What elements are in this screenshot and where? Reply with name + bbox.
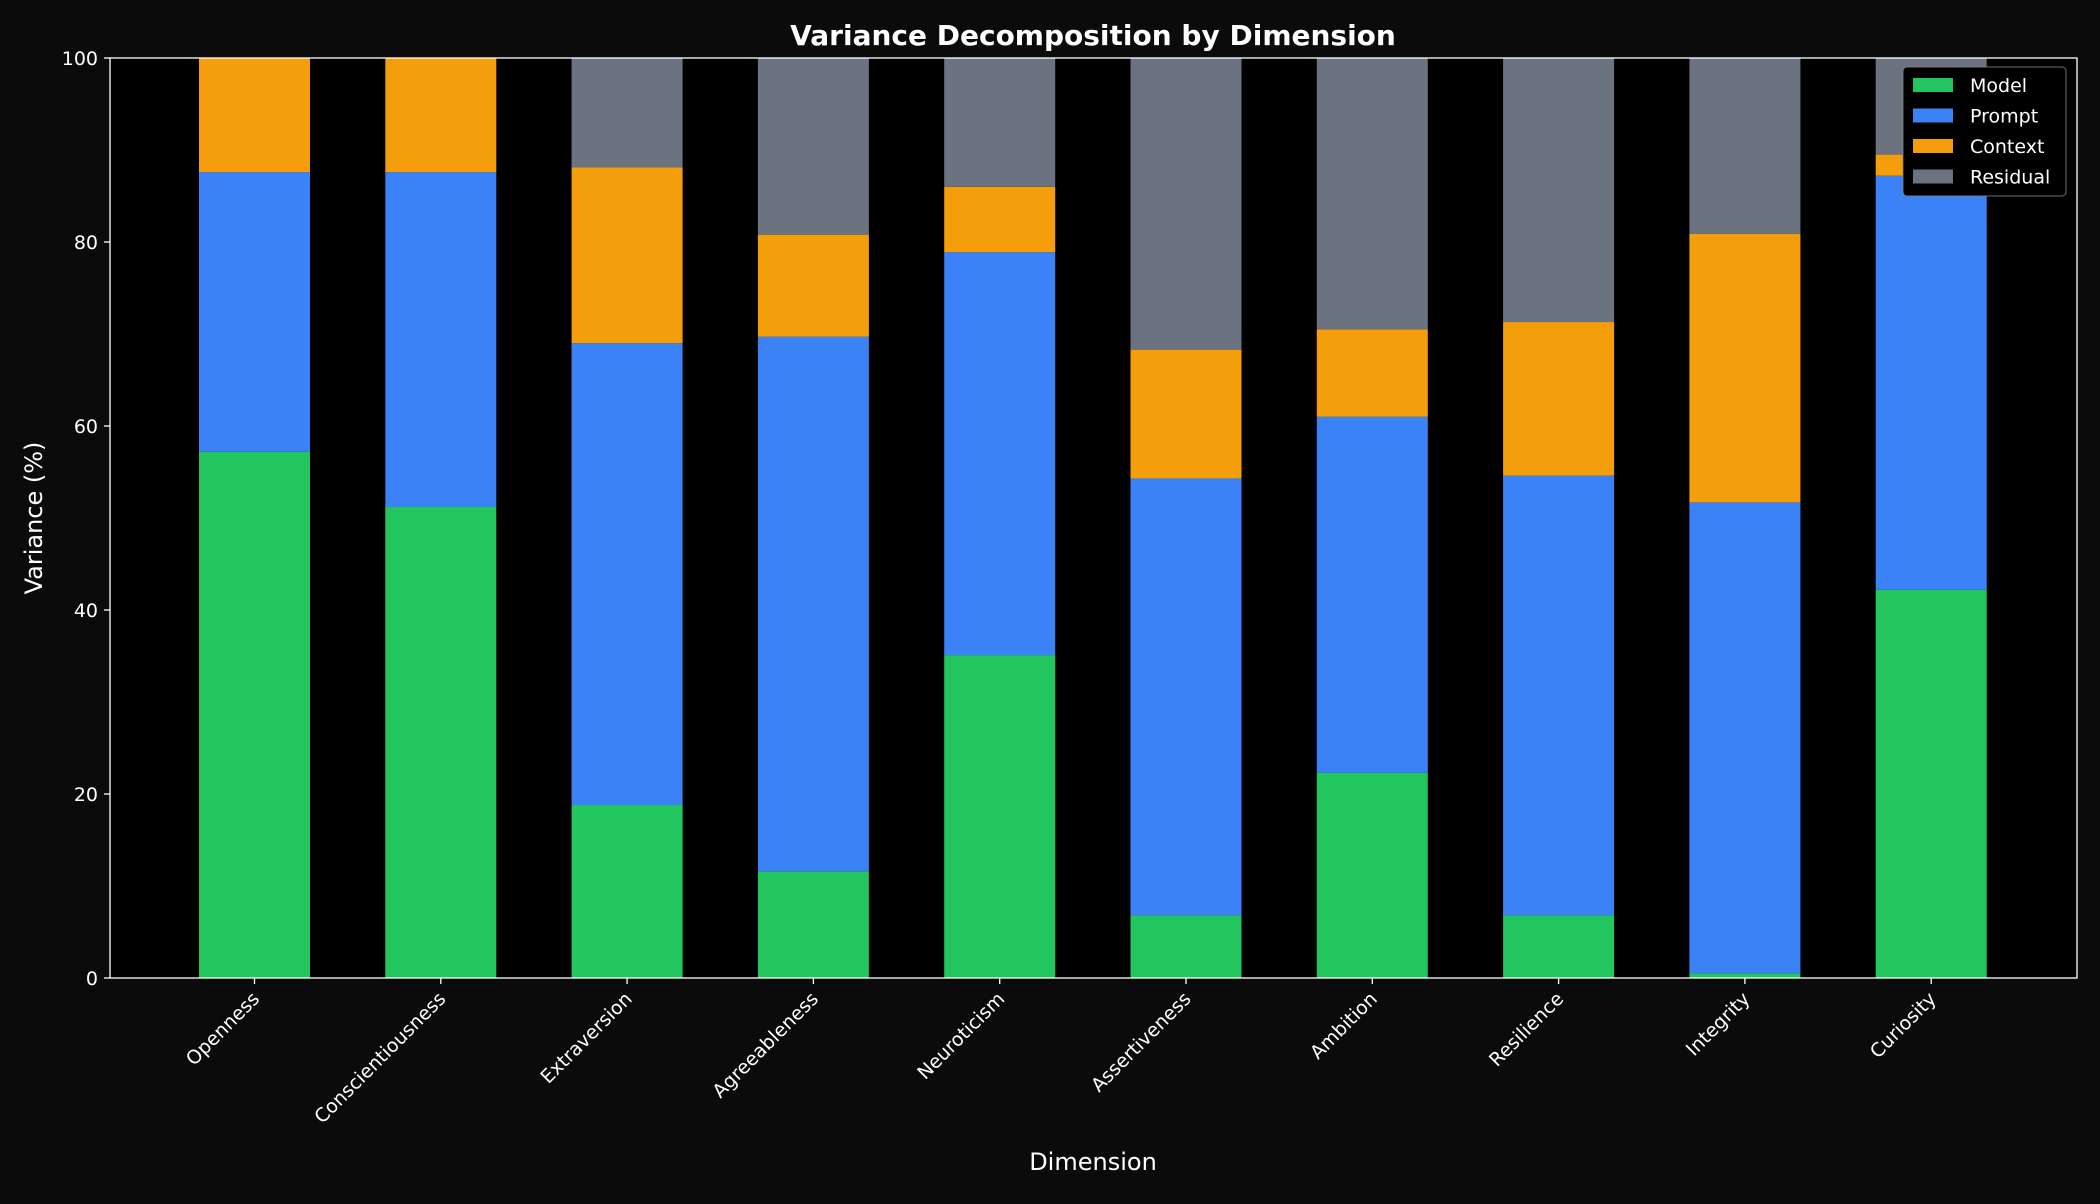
legend-swatch-context	[1913, 139, 1953, 153]
bar-prompt-integrity	[1689, 502, 1801, 974]
bar-prompt-assertiveness	[1130, 478, 1242, 916]
y-tick-label: 80	[74, 232, 98, 254]
y-tick-label: 20	[74, 784, 98, 806]
bar-residual-assertiveness	[1130, 58, 1242, 350]
bar-model-curiosity	[1875, 589, 1987, 978]
bar-context-resilience	[1503, 322, 1615, 476]
bar-residual-agreeableness	[757, 58, 869, 235]
legend: Model Prompt Context Residual	[1902, 66, 2067, 197]
bar-prompt-openness	[199, 172, 310, 452]
plot-frame	[109, 57, 2078, 979]
bar-model-ambition	[1316, 772, 1428, 978]
bar-residual-ambition	[1316, 58, 1428, 330]
bar-context-ambition	[1316, 329, 1428, 417]
bar-residual-resilience	[1503, 58, 1615, 323]
bar-residual-integrity	[1689, 58, 1801, 234]
x-axis-label: Dimension	[1029, 1148, 1157, 1176]
y-axis: 0 20 40 60 80 100	[62, 48, 110, 990]
bar-model-neuroticism	[944, 655, 1056, 978]
bar-model-extraversion	[571, 805, 683, 978]
chart-title: Variance Decomposition by Dimension	[790, 19, 1396, 52]
bar-residual-extraversion	[571, 58, 683, 168]
bar-model-assertiveness	[1130, 915, 1242, 978]
bar-prompt-ambition	[1316, 416, 1428, 773]
bar-model-openness	[199, 451, 310, 978]
bar-prompt-agreeableness	[757, 336, 869, 872]
bar-prompt-resilience	[1503, 475, 1615, 916]
bar-model-integrity	[1689, 973, 1801, 978]
bar-context-neuroticism	[944, 186, 1056, 253]
bar-prompt-neuroticism	[944, 252, 1056, 656]
bar-model-conscientiousness	[385, 506, 497, 978]
legend-box	[1902, 66, 2067, 197]
y-tick-label: 60	[74, 416, 98, 438]
legend-label-prompt: Prompt	[1970, 106, 2038, 128]
legend-swatch-prompt	[1913, 108, 1953, 123]
bar-residual-neuroticism	[944, 58, 1056, 187]
bar-prompt-conscientiousness	[385, 172, 497, 507]
bar-model-agreeableness	[757, 871, 869, 978]
bar-context-conscientiousness	[385, 58, 497, 173]
bar-model-resilience	[1503, 915, 1615, 978]
bar-context-agreeableness	[757, 234, 869, 337]
bars-layer	[199, 58, 1987, 978]
y-axis-label: Variance (%)	[20, 442, 48, 595]
y-tick-label: 100	[62, 48, 98, 70]
bar-context-openness	[199, 58, 310, 173]
legend-label-model: Model	[1970, 75, 2027, 97]
legend-label-context: Context	[1970, 136, 2044, 158]
y-tick-label: 40	[74, 600, 98, 622]
bar-context-extraversion	[571, 167, 683, 344]
bar-prompt-curiosity	[1875, 175, 1987, 590]
legend-swatch-model	[1913, 78, 1953, 92]
bar-prompt-extraversion	[571, 343, 683, 806]
legend-label-residual: Residual	[1970, 167, 2050, 189]
y-tick-label: 0	[86, 968, 98, 990]
bar-context-assertiveness	[1130, 349, 1242, 479]
bar-context-integrity	[1689, 233, 1801, 503]
legend-swatch-residual	[1913, 169, 1953, 184]
